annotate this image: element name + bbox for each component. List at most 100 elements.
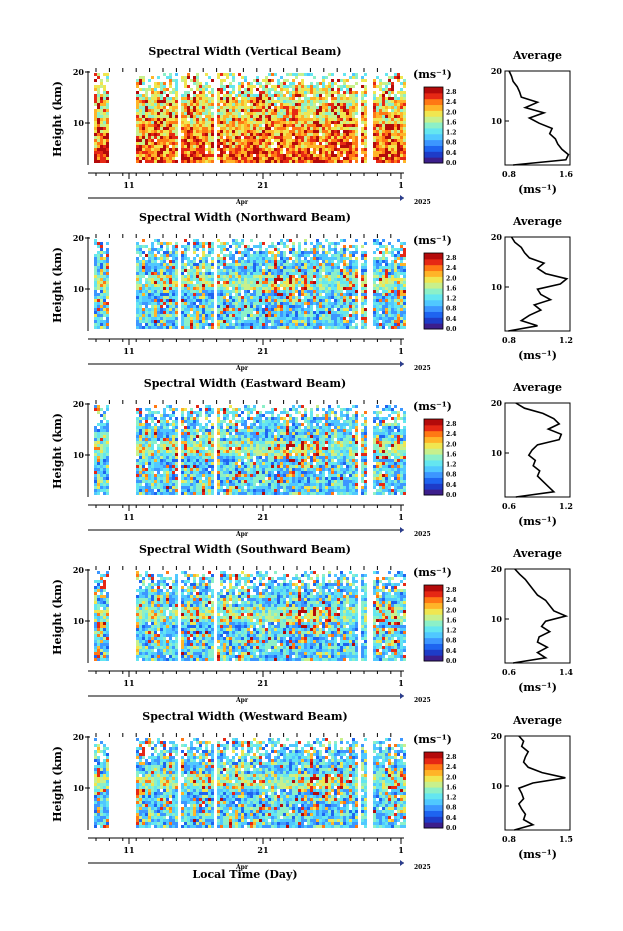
heatmap-cell	[166, 145, 169, 148]
heatmap-cell	[175, 263, 178, 266]
heatmap-cell	[307, 112, 310, 115]
heatmap-cell	[175, 245, 178, 248]
heatmap-cell	[169, 317, 172, 320]
heatmap-cell	[106, 287, 109, 290]
heatmap-cell	[244, 287, 247, 290]
heatmap-cell	[235, 293, 238, 296]
heatmap-cell	[265, 154, 268, 157]
heatmap-cell	[343, 100, 346, 103]
heatmap-cell	[331, 103, 334, 106]
heatmap-cell	[205, 290, 208, 293]
heatmap-cell	[217, 287, 220, 290]
heatmap-cell	[175, 308, 178, 311]
heatmap-cell	[313, 154, 316, 157]
heatmap-cell	[202, 136, 205, 139]
heatmap-cell	[235, 115, 238, 118]
heatmap-cell	[253, 314, 256, 317]
heatmap-cell	[253, 133, 256, 136]
heatmap-cell	[382, 272, 385, 275]
heatmap-cell	[361, 76, 364, 79]
heatmap-cell	[364, 275, 367, 278]
heatmap-cell	[259, 242, 262, 245]
heatmap-cell	[238, 314, 241, 317]
heatmap-cell	[379, 263, 382, 266]
heatmap-cell	[286, 311, 289, 314]
heatmap-cell	[94, 317, 97, 320]
heatmap-cell	[211, 94, 214, 97]
heatmap-cell	[97, 88, 100, 91]
heatmap-cell	[139, 299, 142, 302]
heatmap-cell	[193, 278, 196, 281]
heatmap-cell	[106, 320, 109, 323]
heatmap-cell	[256, 136, 259, 139]
heatmap-cell	[319, 275, 322, 278]
heatmap-cell	[205, 320, 208, 323]
heatmap-cell	[163, 106, 166, 109]
heatmap-cell	[394, 145, 397, 148]
heatmap-cell	[334, 290, 337, 293]
heatmap-cell	[166, 251, 169, 254]
heatmap-cell	[313, 121, 316, 124]
heatmap-cell	[262, 133, 265, 136]
heatmap-cell	[223, 121, 226, 124]
heatmap-cell	[238, 266, 241, 269]
heatmap-cell	[403, 296, 406, 299]
heatmap-cell	[208, 130, 211, 133]
heatmap-cell	[94, 305, 97, 308]
heatmap-cell	[271, 121, 274, 124]
heatmap-cell	[301, 130, 304, 133]
heatmap-cell	[349, 130, 352, 133]
heatmap-cell	[295, 148, 298, 151]
heatmap-cell	[136, 263, 139, 266]
heatmap-cell	[220, 130, 223, 133]
heatmap-cell	[382, 317, 385, 320]
heatmap-cell	[265, 311, 268, 314]
heatmap-cell	[403, 85, 406, 88]
heatmap-cell	[145, 136, 148, 139]
heatmap-cell	[346, 160, 349, 163]
heatmap-cell	[199, 115, 202, 118]
heatmap-cell	[184, 287, 187, 290]
heatmap-cell	[166, 130, 169, 133]
heatmap-cell	[190, 290, 193, 293]
heatmap-cell	[256, 151, 259, 154]
heatmap-cell	[334, 154, 337, 157]
heatmap-cell	[337, 293, 340, 296]
heatmap-cell	[361, 139, 364, 142]
heatmap-cell	[304, 85, 307, 88]
heatmap-cell	[292, 272, 295, 275]
heatmap-cell	[280, 305, 283, 308]
heatmap-cell	[202, 157, 205, 160]
heatmap-cell	[355, 157, 358, 160]
heatmap-cell	[136, 269, 139, 272]
heatmap-cell	[400, 130, 403, 133]
heatmap-cell	[199, 103, 202, 106]
heatmap-cell	[397, 115, 400, 118]
y-tick-label: 20	[73, 233, 85, 243]
heatmap-cell	[208, 323, 211, 326]
heatmap-cell	[268, 272, 271, 275]
heatmap-cell	[175, 290, 178, 293]
heatmap-cell	[100, 278, 103, 281]
heatmap-cell	[169, 127, 172, 130]
heatmap-cell	[97, 408, 100, 411]
heatmap-cell	[145, 320, 148, 323]
heatmap-cell	[235, 305, 238, 308]
heatmap-cell	[97, 145, 100, 148]
heatmap-cell	[241, 296, 244, 299]
heatmap-cell	[379, 142, 382, 145]
heatmap-cell	[403, 145, 406, 148]
heatmap-cell	[190, 296, 193, 299]
heatmap-cell	[139, 248, 142, 251]
heatmap-cell	[352, 121, 355, 124]
heatmap-cell	[187, 133, 190, 136]
heatmap-cell	[139, 115, 142, 118]
colorbar-frame	[423, 252, 444, 330]
heatmap-cell	[286, 293, 289, 296]
heatmap-cell	[235, 157, 238, 160]
heatmap-cell	[319, 100, 322, 103]
heatmap-cell	[391, 284, 394, 287]
heatmap-cell	[232, 76, 235, 79]
heatmap-cell	[292, 103, 295, 106]
heatmap-cell	[337, 290, 340, 293]
